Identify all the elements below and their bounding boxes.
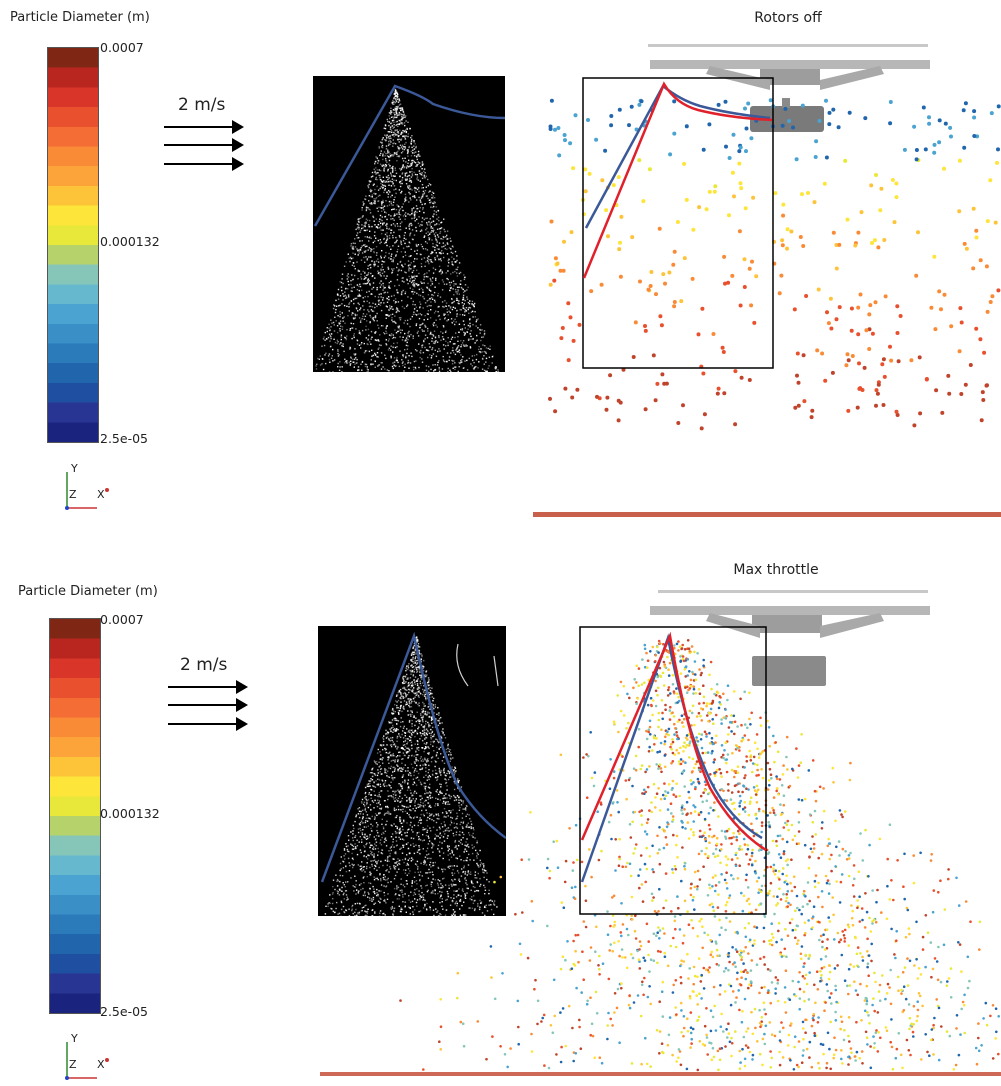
flow-arrow-icon: [168, 686, 246, 688]
flow-speed-label: 2 m/s: [178, 95, 225, 115]
axis-y-label: Y: [71, 462, 78, 475]
colorbar-mid-label: 0.000132: [100, 806, 160, 821]
flow-arrow-icon: [164, 144, 242, 146]
axes-triad: Y Z X: [55, 462, 115, 512]
rotors-off-panel: Particle Diameter (m) 0.0007 0.000132 2.…: [0, 0, 1001, 530]
axis-z-label: Z: [69, 488, 77, 501]
sim-overlay: [530, 30, 1001, 530]
experiment-envelope-overlay: [582, 638, 762, 882]
experiment-envelope: [313, 76, 505, 372]
axes-triad: Y Z X: [55, 1032, 115, 1082]
panel-title-max-throttle: Max throttle: [676, 562, 876, 578]
flow-arrow-icon: [168, 704, 246, 706]
axis-x-label: X: [97, 1058, 105, 1071]
colorbar: [47, 47, 99, 443]
axis-y-label: Y: [71, 1032, 78, 1045]
flow-arrow-icon: [164, 126, 242, 128]
colorbar-mid-label: 0.000132: [100, 234, 160, 249]
flow-arrow-icon: [164, 163, 242, 165]
floor-particles: [320, 1072, 1001, 1076]
colorbar-max-label: 0.0007: [100, 612, 144, 627]
flow-arrows: [168, 686, 248, 736]
floor-particles: [533, 512, 1001, 517]
colorbar: [49, 618, 101, 1014]
comparison-frame: [583, 78, 773, 368]
colorbar-max-label: 0.0007: [100, 40, 144, 55]
axes-triad-icon: [55, 462, 115, 512]
colorbar-title: Particle Diameter (m): [10, 10, 150, 25]
axes-triad-icon: [55, 1032, 115, 1082]
flow-speed-label: 2 m/s: [180, 655, 227, 675]
flow-arrow-icon: [168, 723, 246, 725]
sim-overlay: [290, 580, 1001, 1079]
panel-title-rotors-off: Rotors off: [688, 10, 888, 26]
simulation-rotors-off: [530, 30, 1001, 530]
colorbar-min-label: 2.5e-05: [100, 431, 148, 446]
axis-z-label: Z: [69, 1058, 77, 1071]
axis-x-label: X: [97, 488, 105, 501]
flow-arrows: [164, 126, 244, 176]
comparison-frame: [580, 627, 766, 914]
colorbar-title: Particle Diameter (m): [18, 584, 158, 599]
colorbar-min-label: 2.5e-05: [100, 1004, 148, 1019]
experiment-photo-rotors-off: [313, 76, 505, 372]
max-throttle-panel: Particle Diameter (m) 0.0007 0.000132 2.…: [0, 560, 1001, 1079]
simulation-max-throttle: [290, 580, 1001, 1079]
